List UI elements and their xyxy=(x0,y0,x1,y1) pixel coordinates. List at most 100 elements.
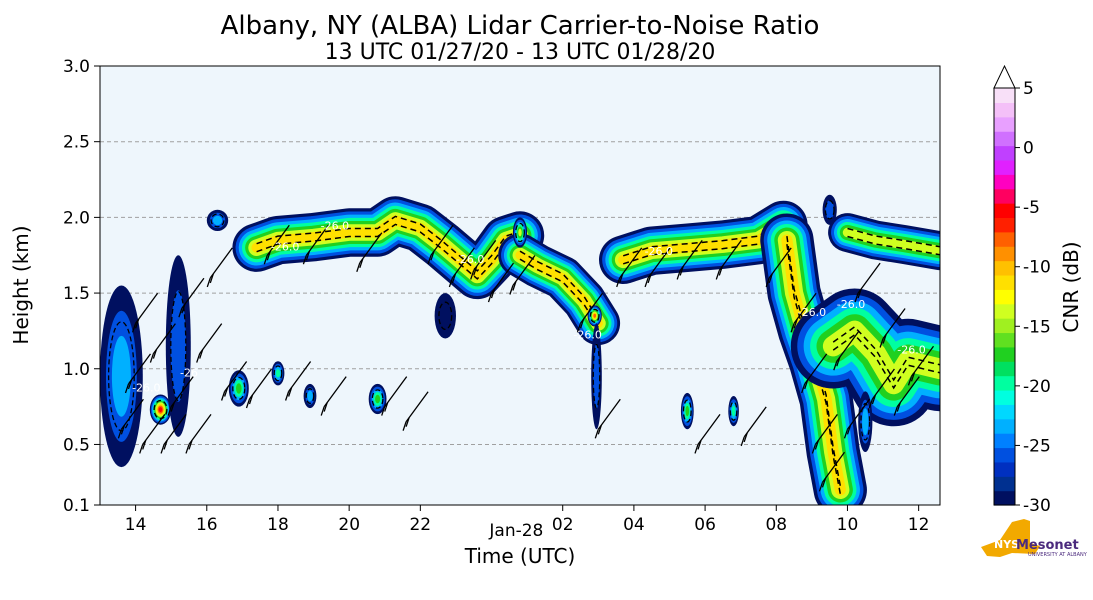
contour-line xyxy=(153,399,168,420)
blob-18 xyxy=(271,361,285,386)
barb-flag xyxy=(576,323,582,333)
wind-barb xyxy=(117,398,144,439)
contour-fill xyxy=(593,313,596,318)
barb-flag xyxy=(879,338,884,348)
colorbar-tick-label: 5 xyxy=(1023,79,1034,99)
barb-flag xyxy=(843,429,849,439)
colorbar-segment xyxy=(994,188,1015,204)
barb-staff xyxy=(814,414,838,445)
barb-staff xyxy=(199,323,223,354)
barb-flag xyxy=(871,394,877,405)
colorbar-segment xyxy=(994,203,1015,219)
barb-flag xyxy=(384,402,389,412)
contour-label: -26.0 xyxy=(897,344,925,357)
blob-16b xyxy=(206,209,229,231)
wind-barb xyxy=(818,451,846,492)
wind-barb xyxy=(576,292,604,333)
contour-fill xyxy=(515,250,603,328)
barb-flag xyxy=(220,391,226,401)
barb-flag xyxy=(302,254,308,265)
x-tick-label: 14 xyxy=(125,515,147,535)
contour-line xyxy=(210,213,225,228)
x-tick-label: 16 xyxy=(196,515,218,535)
contour-line xyxy=(515,222,525,243)
colorbar: 5 0 -5 -10 -15 -20 -25 -30 xyxy=(993,64,1051,516)
barb-staff xyxy=(170,376,194,407)
barb-flag xyxy=(679,266,684,276)
barb-flag xyxy=(814,440,820,450)
barb-flag xyxy=(152,349,158,359)
wind-barb xyxy=(284,361,312,401)
wind-barb xyxy=(448,247,475,288)
wind-barb xyxy=(196,323,223,363)
contour-line xyxy=(273,365,283,382)
contour-line xyxy=(438,301,453,331)
barb-flag xyxy=(644,277,649,288)
barb-flag xyxy=(579,319,585,329)
barb-staff xyxy=(882,308,906,339)
barb-flag xyxy=(223,387,229,397)
barb-flag xyxy=(804,379,809,390)
column-early xyxy=(165,255,191,437)
contour-fill xyxy=(825,200,835,220)
colorbar-segment xyxy=(994,361,1015,377)
barb-flag xyxy=(120,425,126,435)
barb-staff xyxy=(451,247,475,279)
wind-barb xyxy=(124,353,152,394)
contour-fill xyxy=(685,405,690,417)
barb-flag xyxy=(647,273,652,284)
wind-barb xyxy=(854,262,881,303)
barb-flag xyxy=(305,250,311,261)
boundary-layer-early xyxy=(100,285,143,468)
wind-barb xyxy=(220,361,248,401)
barb-staff xyxy=(288,361,312,392)
barb-staff xyxy=(871,368,895,400)
contour-label: -26 xyxy=(180,366,198,379)
contour-line xyxy=(832,333,940,390)
barb-flag xyxy=(833,360,838,371)
wind-barb xyxy=(801,353,828,394)
x-tick-label: 20 xyxy=(338,515,360,535)
colorbar-segment xyxy=(994,418,1015,434)
barb-flag xyxy=(868,398,874,409)
barb-flag xyxy=(509,285,514,295)
y-axis-ticks: 0.1 0.5 1.0 1.5 2.0 2.5 3.0 xyxy=(63,57,100,516)
wind-barb xyxy=(167,376,194,416)
wind-barb xyxy=(843,398,871,439)
contour-label: -26.0 xyxy=(456,253,484,266)
contour-fill xyxy=(593,343,600,409)
colorbar-segment xyxy=(994,174,1015,190)
contour-line xyxy=(256,223,521,280)
contour-fill xyxy=(158,407,163,413)
wind-barb xyxy=(178,277,205,318)
colorbar-segment xyxy=(994,159,1015,175)
colorbar-segment xyxy=(994,260,1015,276)
contour-line xyxy=(589,308,600,323)
barb-flag xyxy=(181,303,186,314)
wind-barb xyxy=(185,414,212,454)
barb-flag xyxy=(284,391,290,401)
wind-barb xyxy=(131,292,159,333)
barb-staff xyxy=(266,224,290,256)
colorbar-segment xyxy=(994,217,1015,233)
barb-staff xyxy=(647,247,671,279)
barb-flag xyxy=(854,292,859,303)
contour-fill xyxy=(307,390,313,402)
contour-label: -26.0 xyxy=(271,241,299,254)
barb-staff xyxy=(836,330,860,362)
colorbar-segment xyxy=(994,246,1015,262)
barb-flag xyxy=(768,273,773,284)
barb-flag xyxy=(359,258,364,269)
colorbar-segment xyxy=(994,346,1015,362)
wind-barb xyxy=(356,232,383,273)
contour-label: -26.0 xyxy=(321,220,349,233)
colorbar-segment xyxy=(994,88,1015,103)
colorbar-tick-label: -15 xyxy=(1023,317,1051,337)
new-york-state-shape xyxy=(981,519,1040,557)
contour-fill xyxy=(275,369,281,378)
contour-line xyxy=(519,250,599,320)
barb-flag xyxy=(907,376,913,386)
wind-barb xyxy=(868,368,895,409)
barb-flag xyxy=(185,444,190,454)
colorbar-tick-label: -10 xyxy=(1023,258,1051,278)
